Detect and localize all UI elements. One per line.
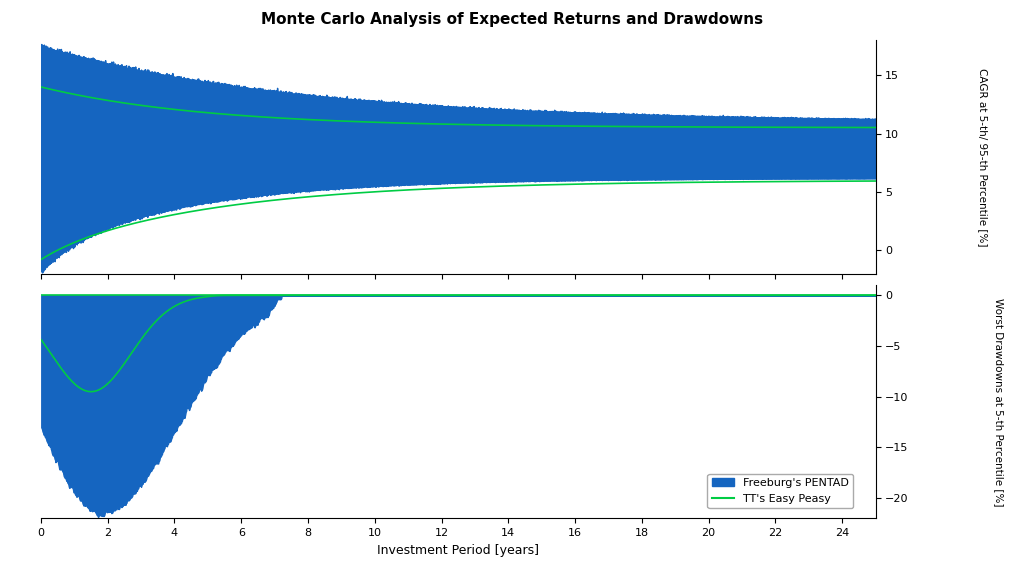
Legend: Freeburg's PENTAD, TT's Easy Peasy: Freeburg's PENTAD, TT's Easy Peasy — [708, 473, 853, 508]
Y-axis label: Worst Drawdowns at 5-th Percentile [%]: Worst Drawdowns at 5-th Percentile [%] — [994, 298, 1004, 506]
Y-axis label: CAGR at 5-th/ 95-th Percentile [%]: CAGR at 5-th/ 95-th Percentile [%] — [978, 67, 987, 246]
X-axis label: Investment Period [years]: Investment Period [years] — [377, 544, 540, 556]
Text: Monte Carlo Analysis of Expected Returns and Drawdowns: Monte Carlo Analysis of Expected Returns… — [261, 12, 763, 26]
